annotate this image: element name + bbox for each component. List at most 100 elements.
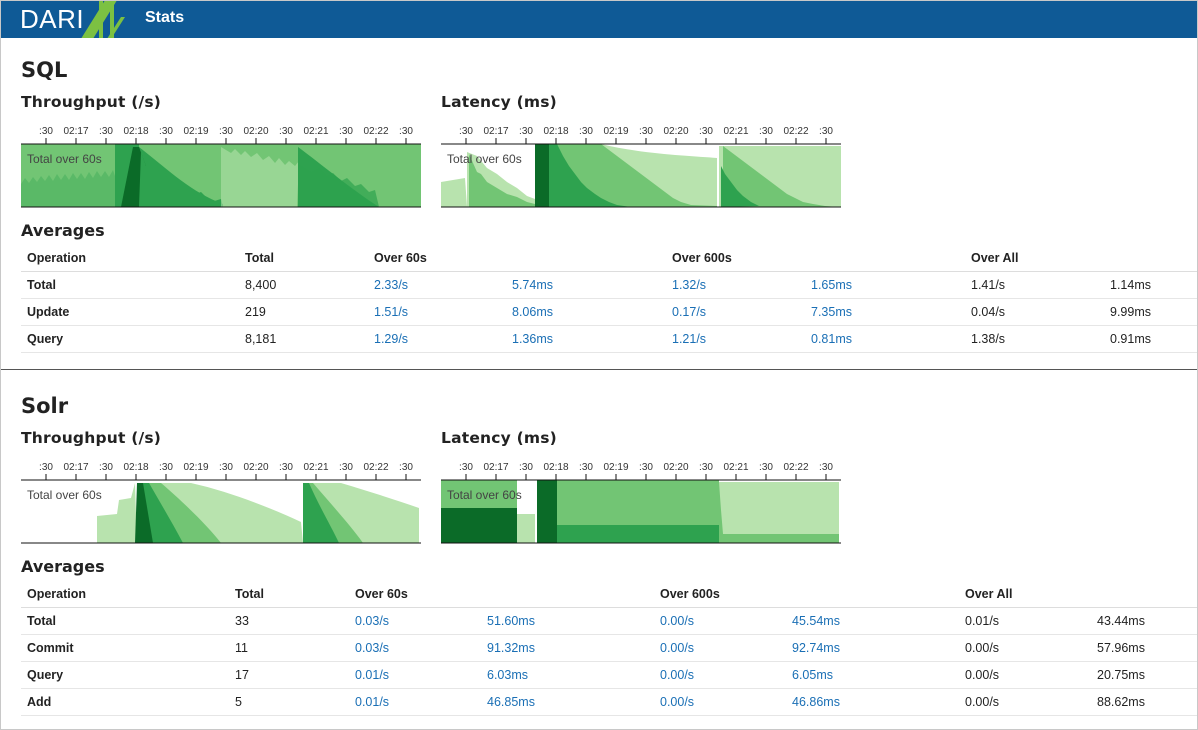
tick-label: :30 (339, 462, 353, 473)
time-axis: :30 02:17:30 02:18:30 02:19:30 02:20:30 02:21… (39, 462, 413, 480)
rate-60s-link[interactable]: 0.01/s (349, 661, 481, 689)
rate-600s-link[interactable]: 0.00/s (654, 661, 786, 689)
tick-label: 02:19 (603, 462, 628, 473)
rate-600s-link[interactable]: 1.32/s (666, 271, 805, 299)
latency-600s-link[interactable]: 6.05ms (786, 661, 959, 689)
rate-60s-link[interactable]: 0.03/s (349, 634, 481, 662)
rate-60s-link[interactable]: 2.33/s (368, 271, 506, 299)
latency-60s-link[interactable]: 91.32ms (481, 634, 654, 662)
column-header: Over 600s (654, 581, 786, 608)
tick-label: :30 (99, 462, 113, 473)
latency-60s-link[interactable]: 1.36ms (506, 325, 666, 353)
latency-all: 88.62ms (1091, 688, 1197, 716)
operation-name: Total (21, 607, 229, 635)
column-header: Over 600s (666, 245, 805, 272)
latency-60s-link[interactable]: 46.85ms (481, 688, 654, 716)
tick-label: :30 (519, 462, 533, 473)
solr-averages-table: Operation Total Over 60s Over 600s Over … (21, 581, 1197, 716)
tick-label: 02:22 (783, 462, 808, 473)
tick-label: 02:22 (363, 126, 388, 137)
table-row: Commit 11 0.03/s 91.32ms 0.00/s 92.74ms … (21, 634, 1197, 662)
latency-60s-link[interactable]: 5.74ms (506, 271, 666, 299)
rate-all: 1.38/s (965, 325, 1104, 353)
tick-label: 02:17 (483, 462, 508, 473)
brand-name[interactable]: DARI (20, 4, 85, 34)
total-count: 219 (239, 298, 368, 326)
sql-throughput-chart: :30 02:17:30 02:18:30 02:19:30 02:20:30 02:21… (21, 119, 423, 209)
rate-all: 0.01/s (959, 607, 1091, 635)
tick-label: 02:17 (63, 126, 88, 137)
latency-600s-link[interactable]: 0.81ms (805, 325, 965, 353)
column-header: Over 60s (349, 581, 481, 608)
table-header: Operation Total Over 60s Over 600s Over … (21, 581, 1197, 608)
tick-label: :30 (759, 126, 773, 137)
rate-600s-link[interactable]: 0.00/s (654, 607, 786, 635)
rate-all: 0.00/s (959, 634, 1091, 662)
rate-60s-link[interactable]: 0.03/s (349, 607, 481, 635)
column-header (786, 581, 959, 608)
total-count: 17 (229, 661, 349, 689)
rate-600s-link[interactable]: 0.00/s (654, 688, 786, 716)
latency-60s-link[interactable]: 8.06ms (506, 298, 666, 326)
operation-name: Query (21, 325, 239, 353)
tick-label: :30 (519, 126, 533, 137)
rate-all: 1.41/s (965, 271, 1104, 299)
rate-60s-link[interactable]: 0.01/s (349, 688, 481, 716)
tick-label: 02:19 (183, 126, 208, 137)
rate-600s-link[interactable]: 1.21/s (666, 325, 805, 353)
tick-label: :30 (339, 126, 353, 137)
rate-600s-link[interactable]: 0.17/s (666, 298, 805, 326)
column-header: Operation (21, 245, 239, 272)
latency-60s-link[interactable]: 6.03ms (481, 661, 654, 689)
latency-all: 57.96ms (1091, 634, 1197, 662)
latency-60s-link[interactable]: 51.60ms (481, 607, 654, 635)
latency-600s-link[interactable]: 7.35ms (805, 298, 965, 326)
tick-label: :30 (639, 462, 653, 473)
tick-label: 02:22 (363, 462, 388, 473)
tick-label: 02:20 (663, 126, 688, 137)
tick-label: 02:17 (483, 126, 508, 137)
column-header (506, 245, 666, 272)
tick-label: :30 (819, 462, 833, 473)
column-header: Total (239, 245, 368, 272)
rate-600s-link[interactable]: 0.00/s (654, 634, 786, 662)
latency-title: Latency (ms) (441, 93, 557, 111)
tick-label: :30 (699, 126, 713, 137)
tick-label: 02:21 (723, 126, 748, 137)
averages-title: Averages (21, 221, 105, 240)
chart-label: Total over 60s (27, 488, 102, 502)
section-title: Solr (21, 394, 69, 418)
section-divider (1, 369, 1197, 370)
tick-label: :30 (399, 462, 413, 473)
table-row: Update 219 1.51/s 8.06ms 0.17/s 7.35ms 0… (21, 298, 1197, 326)
total-count: 33 (229, 607, 349, 635)
latency-600s-link[interactable]: 92.74ms (786, 634, 959, 662)
latency-600s-link[interactable]: 46.86ms (786, 688, 959, 716)
tick-label: 02:18 (123, 126, 148, 137)
tick-label: :30 (279, 126, 293, 137)
solr-throughput-chart: :30 02:17:30 02:18:30 02:19:30 02:20:30 02:21… (21, 455, 423, 545)
tick-label: :30 (459, 126, 473, 137)
latency-600s-link[interactable]: 1.65ms (805, 271, 965, 299)
latency-all: 20.75ms (1091, 661, 1197, 689)
time-axis: :30 02:17:30 02:18:30 02:19:30 02:20:30 02:21… (459, 462, 833, 480)
chart-label: Total over 60s (447, 152, 522, 166)
rate-60s-link[interactable]: 1.29/s (368, 325, 506, 353)
tick-label: :30 (219, 126, 233, 137)
total-count: 11 (229, 634, 349, 662)
nav-stats[interactable]: Stats (145, 9, 185, 26)
tick-label: 02:19 (183, 462, 208, 473)
latency-all: 43.44ms (1091, 607, 1197, 635)
table-row: Total 8,400 2.33/s 5.74ms 1.32/s 1.65ms … (21, 271, 1197, 299)
rate-all: 0.00/s (959, 661, 1091, 689)
column-header: Operation (21, 581, 229, 608)
latency-all: 0.91ms (1104, 325, 1197, 353)
total-count: 8,181 (239, 325, 368, 353)
column-header: Total (229, 581, 349, 608)
operation-name: Query (21, 661, 229, 689)
rate-all: 0.00/s (959, 688, 1091, 716)
tick-label: :30 (399, 126, 413, 137)
latency-600s-link[interactable]: 45.54ms (786, 607, 959, 635)
rate-60s-link[interactable]: 1.51/s (368, 298, 506, 326)
